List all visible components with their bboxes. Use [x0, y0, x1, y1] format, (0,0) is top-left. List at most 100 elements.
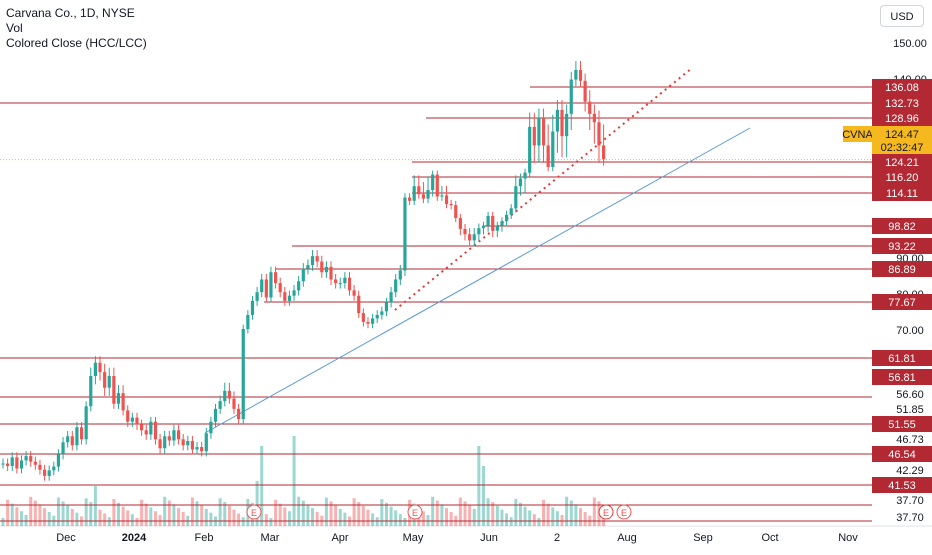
- volume-bar: [24, 514, 28, 526]
- x-tick-label: Sep: [693, 532, 713, 544]
- candle-body: [412, 186, 416, 201]
- candle-body: [200, 447, 204, 452]
- earnings-badge: [598, 504, 614, 520]
- earnings-marker: E: [246, 504, 262, 520]
- volume-bar: [366, 509, 370, 526]
- candle-body: [463, 228, 467, 235]
- volume-series: [1, 436, 606, 526]
- x-tick-label: Nov: [838, 532, 858, 544]
- candle-body: [343, 277, 347, 284]
- volume-bar: [117, 502, 120, 526]
- volume-bar: [75, 512, 79, 526]
- candle-body: [186, 441, 190, 446]
- volume-bar: [264, 514, 268, 526]
- x-tick-label: Apr: [331, 532, 348, 544]
- symbol-tag-box: [843, 126, 872, 142]
- volume-bar: [472, 508, 476, 526]
- volume-bar: [232, 509, 236, 526]
- volume-bar: [278, 503, 282, 526]
- volume-bar: [592, 497, 596, 526]
- volume-bar: [130, 514, 134, 526]
- price-label: 132.73: [872, 95, 932, 111]
- price-label-box: [872, 350, 932, 366]
- candle-body: [149, 421, 153, 435]
- volume-bar: [551, 507, 555, 526]
- candle-body: [394, 279, 398, 293]
- volume-bar: [361, 505, 365, 526]
- currency-button[interactable]: USD: [880, 5, 924, 27]
- candle-body: [338, 283, 342, 285]
- x-tick-label: Aug: [617, 532, 637, 544]
- symbol-title: Carvana Co., 1D, NYSE: [6, 6, 135, 20]
- candle-body: [273, 272, 278, 284]
- price-label: 51.55: [872, 416, 932, 432]
- volume-bar: [1, 518, 5, 526]
- candle-body: [167, 436, 171, 441]
- volume-bar: [260, 446, 264, 526]
- volume-bar: [121, 506, 125, 526]
- volume-bar: [223, 502, 227, 526]
- candle-body: [144, 430, 148, 435]
- candle-body: [541, 117, 546, 146]
- candle-body: [75, 427, 79, 446]
- candle-body: [306, 265, 310, 269]
- candle-body: [366, 321, 370, 324]
- current-price-label: 124.47: [885, 129, 919, 141]
- volume-bar: [481, 466, 485, 526]
- candle-body: [481, 225, 486, 229]
- earnings-letter: E: [251, 508, 257, 518]
- colored-close-indicator-label: Colored Close (HCC/LCC): [6, 36, 147, 50]
- candle-body: [153, 421, 158, 440]
- volume-bar: [398, 514, 402, 526]
- volume-bar: [172, 504, 176, 526]
- volume-bar: [140, 499, 144, 526]
- price-label-text: 86.89: [888, 264, 916, 276]
- volume-bar: [449, 511, 453, 526]
- candle-body: [357, 295, 361, 314]
- volume-bar: [149, 507, 153, 526]
- candle-body: [523, 172, 527, 179]
- volume-bar: [6, 499, 10, 526]
- candle-body: [79, 427, 84, 440]
- volume-bar: [463, 501, 467, 526]
- candle-body: [264, 279, 268, 298]
- y-tick-label: 46.73: [896, 434, 924, 446]
- candle-body: [329, 266, 333, 280]
- candle-body: [509, 208, 513, 215]
- candle-body: [135, 417, 139, 425]
- candle-body: [398, 270, 402, 280]
- volume-bar: [468, 505, 472, 526]
- volume-bar: [218, 498, 222, 526]
- y-tick-label: 150.00: [893, 38, 927, 50]
- candle-body: [163, 436, 167, 449]
- candle-body: [431, 174, 435, 191]
- volume-bar: [66, 505, 70, 526]
- price-label-text: 41.53: [888, 480, 916, 492]
- volume-bar: [33, 500, 37, 526]
- price-label-text: 114.11: [886, 188, 918, 200]
- earnings-badge: [616, 504, 632, 520]
- price-label: 114.11: [872, 185, 932, 201]
- candle-body: [246, 314, 250, 329]
- earnings-badge: [407, 504, 423, 520]
- candle-body: [421, 194, 426, 199]
- earnings-badge: [246, 504, 262, 520]
- volume-bar: [158, 514, 162, 526]
- candle-body: [477, 228, 481, 235]
- volume-bar: [163, 496, 167, 526]
- volume-bar: [167, 500, 171, 526]
- candle-body: [269, 272, 273, 298]
- candle-body: [486, 215, 490, 226]
- volume-bar: [560, 514, 564, 526]
- volume-bar: [103, 513, 107, 526]
- earnings-letter: E: [621, 508, 627, 518]
- volume-bar: [371, 513, 375, 526]
- price-label-text: 98.82: [888, 221, 916, 233]
- volume-bar: [15, 507, 19, 526]
- candle-body: [334, 279, 338, 284]
- volume-bar: [440, 504, 444, 526]
- price-label: 93.22: [872, 238, 932, 254]
- volume-bar: [380, 499, 384, 526]
